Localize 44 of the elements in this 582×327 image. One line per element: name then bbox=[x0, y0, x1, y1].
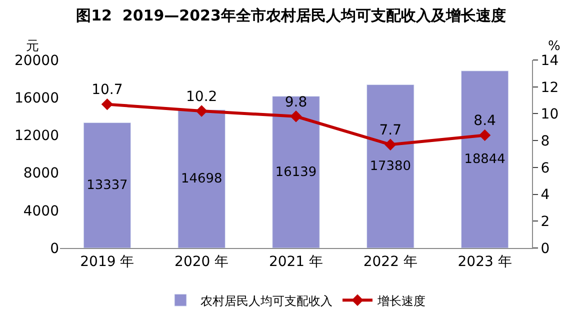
data-label: 18844 bbox=[464, 152, 506, 168]
chart-title: 图12 2019—2023年全市农村居民人均可支配收入及增长速度 bbox=[76, 6, 506, 24]
y-axis-title: 元 bbox=[26, 39, 39, 54]
y2-tick-label: 4 bbox=[540, 187, 550, 204]
x-tick-label: 2020 年 bbox=[174, 254, 229, 270]
x-tick-label: 2023 年 bbox=[458, 254, 512, 270]
data-label: 10.2 bbox=[186, 88, 218, 105]
y-tick-label: 4000 bbox=[23, 203, 59, 220]
y2-tick-label: 0 bbox=[540, 240, 550, 257]
bar bbox=[178, 110, 226, 248]
y2-tick-label: 8 bbox=[540, 133, 550, 150]
legend-label: 农村居民人均可支配收入 bbox=[200, 294, 332, 308]
y2-axis-title: % bbox=[548, 39, 560, 54]
x-tick-label: 2022 年 bbox=[363, 254, 418, 270]
data-label: 13337 bbox=[86, 178, 128, 194]
point bbox=[196, 105, 208, 117]
legend-label: 增长速度 bbox=[376, 294, 426, 308]
data-label: 10.7 bbox=[92, 82, 123, 98]
y-tick-label: 16000 bbox=[14, 90, 59, 106]
y2-tick-label: 14 bbox=[540, 52, 559, 69]
y-tick-label: 8000 bbox=[23, 166, 59, 182]
point bbox=[101, 98, 114, 110]
y-tick-label: 0 bbox=[50, 240, 59, 257]
data-label: 9.8 bbox=[284, 94, 308, 110]
point bbox=[290, 110, 302, 122]
bar bbox=[460, 70, 509, 248]
data-label: 17380 bbox=[370, 159, 411, 174]
x-tick-label: 2021 年 bbox=[268, 254, 324, 270]
point bbox=[478, 129, 491, 142]
x-tick-label: 2019 年 bbox=[80, 254, 134, 270]
y2-tick-label: 12 bbox=[540, 80, 559, 96]
point bbox=[384, 138, 396, 150]
bar bbox=[83, 122, 132, 248]
y-tick-label: 12000 bbox=[14, 128, 59, 144]
bar bbox=[366, 84, 414, 248]
data-label: 8.4 bbox=[474, 113, 496, 130]
data-label: 14698 bbox=[181, 172, 222, 187]
y2-tick-label: 6 bbox=[540, 160, 550, 176]
y2-tick-label: 2 bbox=[540, 214, 550, 230]
data-label: 16139 bbox=[275, 164, 317, 180]
y2-tick-label: 10 bbox=[540, 106, 559, 123]
data-label: 7.7 bbox=[379, 122, 402, 138]
bar bbox=[272, 96, 320, 248]
y-tick-label: 20000 bbox=[14, 52, 59, 69]
